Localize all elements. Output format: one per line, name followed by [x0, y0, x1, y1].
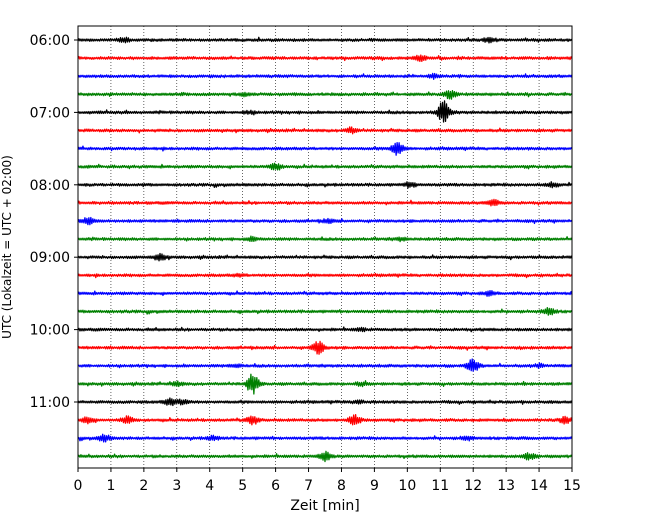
trace-0715: [77, 126, 573, 135]
x-axis-label: Zeit [min]: [290, 498, 359, 514]
trace-0930: [77, 289, 573, 297]
trace-1130: [77, 433, 573, 443]
trace-0615: [77, 54, 573, 63]
trace-0745: [77, 162, 573, 171]
trace-1100: [77, 397, 573, 407]
plot-frame: [77, 25, 573, 469]
x-tick-label: 12: [464, 478, 482, 494]
trace-0830: [77, 216, 573, 226]
x-tick-label: 5: [238, 478, 247, 494]
y-tick-label: 10:00: [30, 323, 70, 339]
x-tick-label: 8: [337, 478, 346, 494]
x-tick-label: 9: [370, 478, 379, 494]
x-tick-label: 4: [205, 478, 214, 494]
x-tick-label: 15: [563, 478, 581, 494]
trace-1145: [77, 450, 573, 463]
y-axis-ticks: 06:00 07:00 08:00 09:00 10:00 11:00: [30, 33, 78, 411]
y-tick-label: 06:00: [30, 33, 70, 49]
y-tick-label: 07:00: [30, 105, 70, 121]
trace-0945: [77, 306, 573, 316]
y-axis-label: UTC (Lokalzeit = UTC + 02:00): [0, 155, 14, 339]
x-tick-label: 3: [172, 478, 181, 494]
traces: [77, 36, 573, 463]
trace-1015: [77, 340, 573, 355]
trace-0700: [77, 100, 573, 123]
x-tick-label: 14: [530, 478, 548, 494]
x-tick-label: 10: [398, 478, 416, 494]
x-tick-label: 2: [139, 478, 148, 494]
x-tick-label: 6: [271, 478, 280, 494]
trace-0915: [77, 272, 573, 279]
trace-1045: [77, 373, 573, 395]
y-tick-label: 11:00: [30, 395, 70, 411]
y-tick-label: 09:00: [30, 250, 70, 266]
trace-0900: [77, 252, 573, 262]
trace-1000: [77, 326, 573, 333]
x-tick-label: 11: [431, 478, 449, 494]
trace-1115: [77, 413, 573, 426]
trace-0645: [77, 89, 573, 100]
x-tick-label: 0: [74, 478, 83, 494]
x-tick-label: 13: [497, 478, 515, 494]
trace-0815: [77, 198, 573, 207]
x-tick-label: 1: [106, 478, 115, 494]
trace-0600: [77, 36, 573, 44]
x-axis-ticks: 0 1 2 3 4 5 6 7 8 9 10 11 12 13 14 15: [74, 468, 581, 494]
trace-0845: [77, 235, 573, 243]
y-tick-label: 08:00: [30, 178, 70, 194]
trace-0730: [77, 142, 573, 156]
x-tick-label: 7: [304, 478, 313, 494]
trace-1030: [77, 358, 573, 372]
trace-0630: [77, 72, 573, 80]
trace-0800: [77, 181, 573, 189]
